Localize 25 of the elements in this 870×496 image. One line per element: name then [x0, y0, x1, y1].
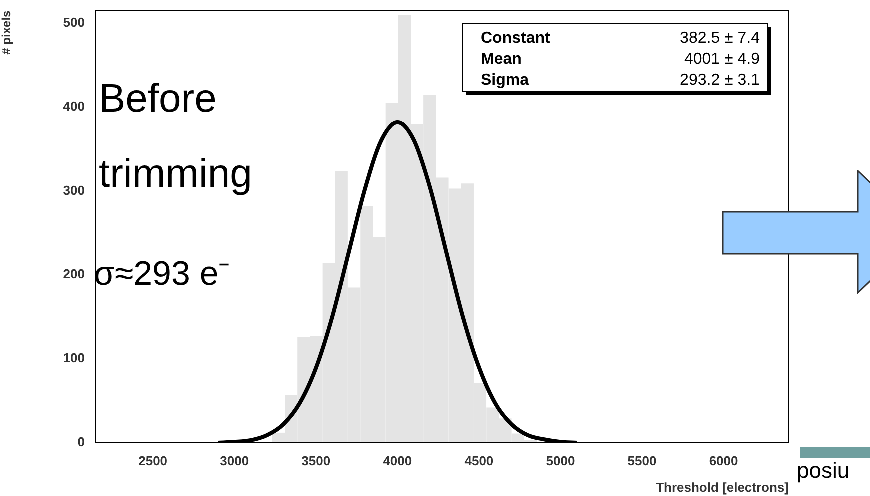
x-tick-label: 4500: [464, 453, 494, 468]
x-tick-label: 6000: [709, 453, 738, 468]
annotation: σ≈293 e⁻: [94, 255, 230, 293]
annotation: Constant: [481, 30, 551, 47]
annotation: 4001 ± 4.9: [684, 51, 760, 68]
y-tick-label: 200: [63, 266, 85, 282]
y-tick-label: 500: [63, 14, 85, 30]
x-tick-label: 5500: [628, 453, 657, 468]
annotation: Before trimming: [99, 77, 252, 196]
annotation: Sigma: [481, 72, 530, 89]
y-axis-title: # pixels: [0, 10, 14, 55]
x-tick-label: 4000: [383, 453, 412, 468]
x-tick-label: 3500: [302, 453, 331, 468]
x-axis-title: Threshold [electrons]: [656, 480, 789, 495]
x-tick-label: 2500: [138, 453, 168, 468]
annotation: 382.5 ± 7.4: [680, 30, 760, 47]
x-tick-label: 3000: [220, 453, 250, 468]
y-tick-label: 400: [63, 98, 85, 114]
text: posiu: [797, 458, 850, 484]
y-tick-label: 300: [63, 182, 85, 198]
annotation: 293.2 ± 3.1: [680, 72, 760, 89]
y-tick-label: 100: [63, 350, 85, 366]
annotation: Mean: [481, 51, 522, 68]
x-tick-label: 5000: [546, 453, 576, 468]
y-tick-label: 0: [78, 434, 85, 450]
